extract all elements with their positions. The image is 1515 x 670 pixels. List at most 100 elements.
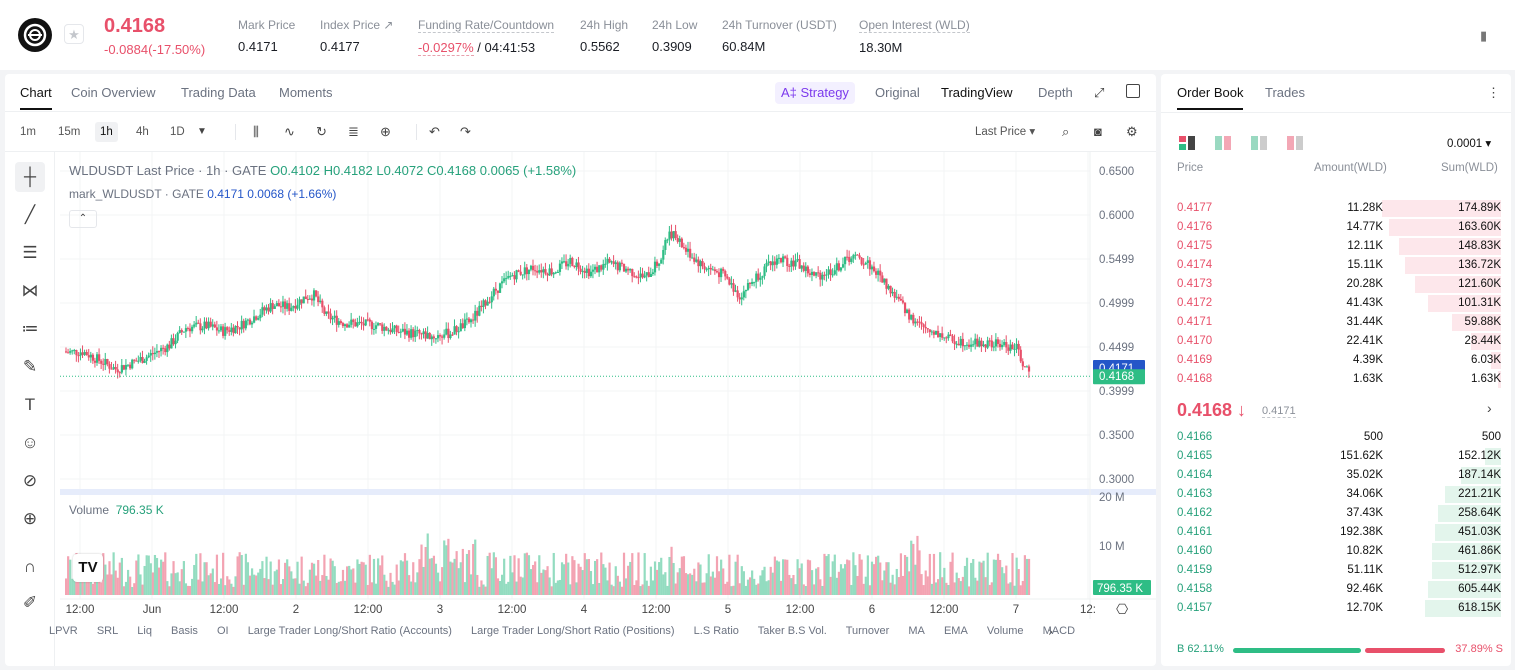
gear-icon[interactable]: ⚙: [1126, 124, 1138, 139]
strategy-button[interactable]: A‡ Strategy: [775, 82, 855, 104]
volume-bar: [949, 561, 952, 595]
book-icon[interactable]: ▮: [1480, 28, 1488, 43]
zoom-in-icon[interactable]: ⊕: [22, 509, 38, 528]
indicator-macd[interactable]: MACD: [1042, 625, 1076, 637]
horizontal-lines-icon[interactable]: ☰: [22, 243, 38, 262]
camera-icon[interactable]: ◙: [1094, 124, 1102, 139]
crosshair-icon[interactable]: ┼: [15, 162, 45, 192]
ask-row[interactable]: 0.4169 4.39K 6.03K: [1171, 352, 1501, 371]
interval-1m[interactable]: 1m: [20, 126, 36, 138]
tab-depth[interactable]: Depth: [1038, 85, 1073, 100]
indicator-turnover[interactable]: Turnover: [845, 625, 890, 637]
ask-row[interactable]: 0.4168 1.63K 1.63K: [1171, 371, 1501, 390]
interval-dropdown-icon[interactable]: ▼: [197, 126, 207, 137]
more-menu-icon[interactable]: ⋮: [1487, 85, 1500, 100]
candle-body: [67, 352, 70, 354]
indicator-ls-ratio[interactable]: L.S Ratio: [693, 625, 739, 637]
ask-row[interactable]: 0.4174 15.11K 136.72K: [1171, 257, 1501, 276]
interval-15m[interactable]: 15m: [58, 126, 81, 138]
chevron-right-icon[interactable]: ›: [1487, 400, 1492, 416]
view-both-icon[interactable]: [1179, 136, 1195, 150]
bid-row[interactable]: 0.4165 151.62K 152.12K: [1171, 448, 1501, 467]
undo-icon[interactable]: ↶: [429, 124, 440, 139]
settings-list-icon[interactable]: ≣: [348, 124, 359, 139]
bid-row[interactable]: 0.4159 51.11K 512.97K: [1171, 562, 1501, 581]
indicator-oi[interactable]: OI: [217, 625, 229, 637]
tab-tradingview[interactable]: TradingView: [941, 85, 1013, 100]
text-icon[interactable]: T: [24, 395, 36, 414]
bid-row[interactable]: 0.4163 34.06K 221.21K: [1171, 486, 1501, 505]
pattern-icon[interactable]: ⋈: [21, 281, 39, 300]
ask-row[interactable]: 0.4176 14.77K 163.60K: [1171, 219, 1501, 238]
precision-select[interactable]: 0.0001 ▾: [1447, 138, 1492, 150]
bid-row[interactable]: 0.4161 192.38K 451.03K: [1171, 524, 1501, 543]
trend-line-icon[interactable]: ╱: [24, 205, 36, 224]
indicator-lpvr[interactable]: LPVR: [49, 625, 78, 637]
tab-order-book[interactable]: Order Book: [1177, 85, 1244, 110]
volume-bar: [970, 562, 973, 595]
view-asks-icon[interactable]: [1287, 136, 1303, 150]
ask-row[interactable]: 0.4173 20.28K 121.60K: [1171, 276, 1501, 295]
candle-type-icon[interactable]: ⫼: [253, 124, 259, 139]
bid-row[interactable]: 0.4157 12.70K 618.15K: [1171, 600, 1501, 619]
ask-row[interactable]: 0.4172 41.43K 101.31K: [1171, 295, 1501, 314]
ruler-icon[interactable]: ⊘: [22, 471, 38, 490]
candle-body: [583, 270, 586, 273]
bid-row[interactable]: 0.4164 35.02K 187.14K: [1171, 467, 1501, 486]
candle-body: [428, 332, 431, 340]
stat-index-price[interactable]: Index Price ↗ 0.4177: [320, 18, 393, 54]
volume-bar: [784, 559, 787, 595]
candle-body: [403, 328, 407, 335]
tab-coin-overview[interactable]: Coin Overview: [71, 85, 156, 100]
indicator-basis[interactable]: Basis: [171, 625, 198, 637]
tab-original[interactable]: Original: [875, 85, 920, 100]
tab-trading-data[interactable]: Trading Data: [181, 85, 256, 100]
price-type-select[interactable]: Last Price ▾: [975, 126, 1036, 138]
add-indicator-icon[interactable]: ⊕: [380, 124, 391, 139]
indicator-ltls-accounts[interactable]: Large Trader Long/Short Ratio (Accounts): [247, 625, 452, 637]
interval-1d[interactable]: 1D: [170, 126, 185, 138]
magnet-icon[interactable]: ∩: [23, 557, 37, 576]
ask-row[interactable]: 0.4175 12.11K 148.83K: [1171, 238, 1501, 257]
ask-row[interactable]: 0.4171 31.44K 59.88K: [1171, 314, 1501, 333]
bid-row[interactable]: 0.4162 37.43K 258.64K: [1171, 505, 1501, 524]
indicator-srl[interactable]: SRL: [96, 625, 119, 637]
volume-bar: [889, 582, 892, 595]
tab-moments[interactable]: Moments: [279, 85, 333, 100]
redo-icon[interactable]: ↷: [460, 124, 471, 139]
view-bids-icon[interactable]: [1251, 136, 1267, 150]
bid-row[interactable]: 0.4158 92.46K 605.44K: [1171, 581, 1501, 600]
window-icon[interactable]: [1126, 84, 1140, 98]
expand-icon[interactable]: ⤢: [1094, 85, 1105, 100]
interval-4h[interactable]: 4h: [136, 126, 149, 138]
volume-bar: [792, 574, 795, 595]
indicator-ma[interactable]: MA: [908, 625, 925, 637]
candlestick-chart[interactable]: 0.6500 0.6000 0.5499 0.4999 0.4499 0.3999 0.35…: [5, 74, 1156, 666]
indicator-taker-vol[interactable]: Taker B.S Vol.: [757, 625, 827, 637]
pencil-lock-icon[interactable]: ✐: [22, 593, 38, 612]
indicator-volume[interactable]: Volume: [986, 625, 1024, 637]
fib-icon[interactable]: ≔: [21, 319, 39, 338]
volume-bar: [288, 566, 291, 595]
indicator-ema[interactable]: EMA: [943, 625, 968, 637]
collapse-legend-button[interactable]: ⌃: [69, 210, 97, 228]
tab-trades[interactable]: Trades: [1265, 85, 1305, 100]
indicators-icon[interactable]: ∿: [284, 124, 295, 139]
view-both-alt-icon[interactable]: [1215, 136, 1231, 150]
indicator-ltls-positions[interactable]: Large Trader Long/Short Ratio (Positions…: [470, 625, 675, 637]
volume-axis-label: 10 M: [1099, 541, 1125, 553]
volume-bar: [401, 561, 405, 595]
interval-1h[interactable]: 1h: [95, 122, 118, 142]
emoji-icon[interactable]: ☺: [21, 433, 39, 452]
ask-row[interactable]: 0.4177 11.28K 174.89K: [1171, 200, 1501, 219]
stat-funding-rate[interactable]: Funding Rate/Countdown -0.0297% / 04:41:…: [418, 18, 555, 56]
search-icon[interactable]: ⌕: [1062, 124, 1070, 139]
indicator-liq[interactable]: Liq: [137, 625, 152, 637]
tab-chart[interactable]: Chart: [20, 85, 52, 110]
brush-icon[interactable]: ✎: [22, 357, 38, 376]
bid-row[interactable]: 0.4160 10.82K 461.86K: [1171, 543, 1501, 562]
bid-row[interactable]: 0.4166 500 500: [1171, 429, 1501, 448]
ask-row[interactable]: 0.4170 22.41K 28.44K: [1171, 333, 1501, 352]
reload-icon[interactable]: ↻: [316, 124, 327, 139]
favorite-star-icon[interactable]: ★: [64, 24, 84, 44]
